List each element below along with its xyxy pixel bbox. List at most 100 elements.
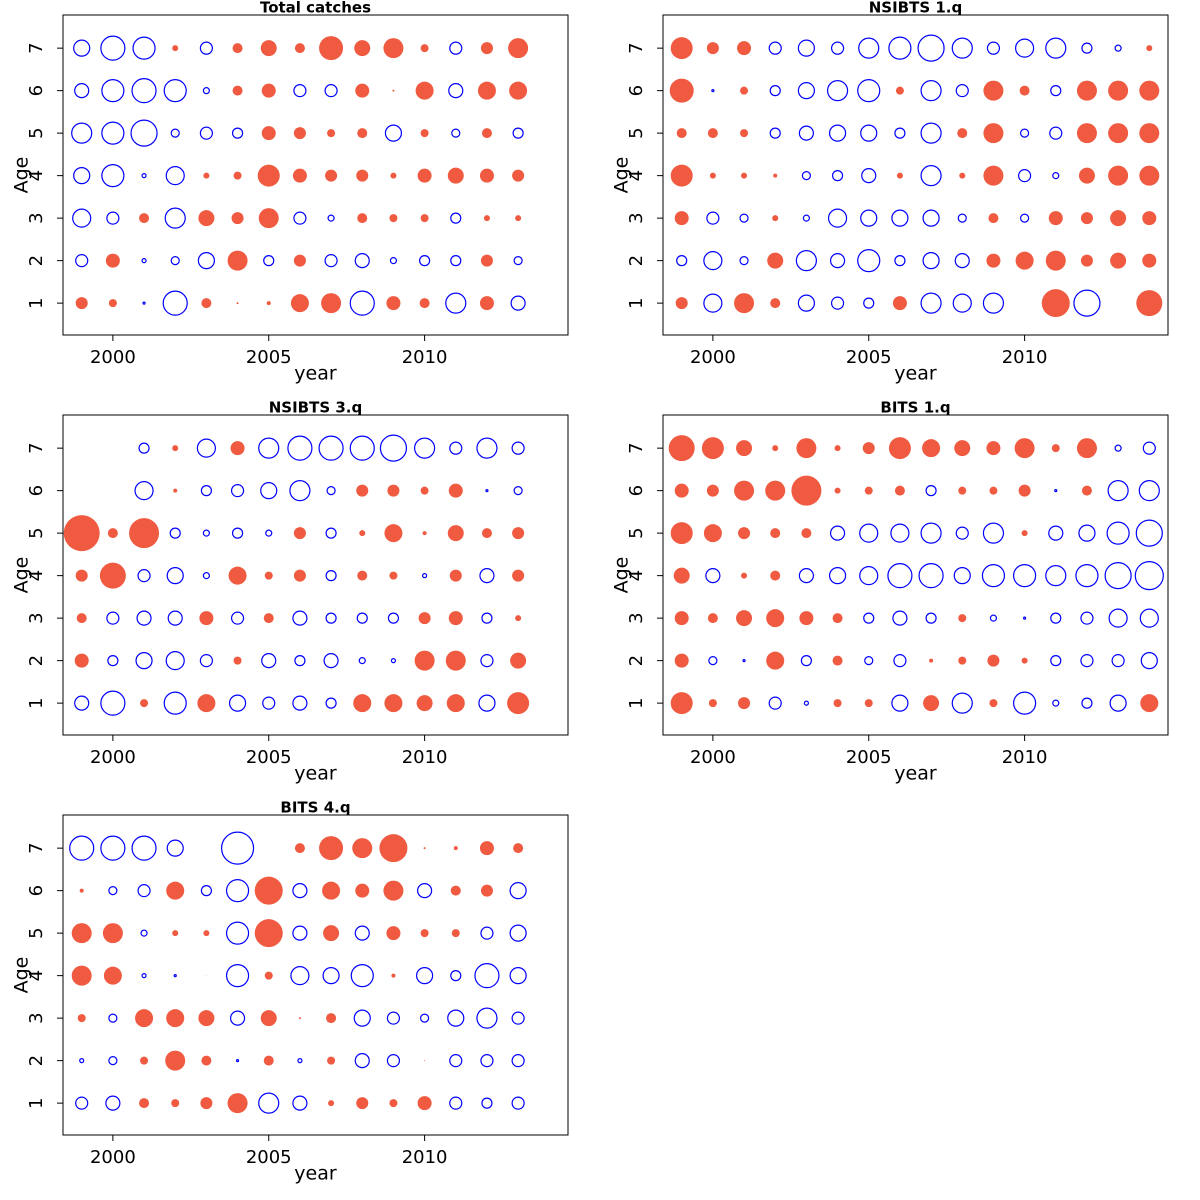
bubble [982, 522, 1005, 544]
bubble [137, 884, 151, 898]
bubble [202, 87, 210, 95]
bubble [225, 879, 250, 903]
bubble [1076, 123, 1097, 144]
bubble [508, 38, 529, 59]
bubble [220, 831, 255, 865]
bubble [925, 612, 937, 624]
bubble [958, 656, 967, 665]
bubble [890, 523, 910, 543]
x-tick-label: 2005 [846, 747, 892, 768]
bubble [290, 966, 310, 986]
bubble [1104, 562, 1132, 590]
bubble [230, 441, 245, 456]
y-tick-label: 1 [26, 297, 47, 308]
bubble [989, 486, 998, 495]
bubble [1107, 480, 1129, 502]
bubble [797, 82, 815, 100]
bubble [129, 518, 160, 549]
bubble [676, 255, 688, 267]
bubble [322, 967, 340, 985]
bubble [142, 301, 146, 305]
bubble [958, 486, 967, 495]
bubble [1108, 80, 1129, 101]
bubble [293, 254, 306, 267]
bubble [198, 210, 215, 227]
bubble [1013, 691, 1037, 715]
bubble [1114, 444, 1122, 452]
bubble [796, 438, 817, 459]
bubble [891, 694, 909, 712]
bubble [199, 611, 214, 626]
y-tick-label: 3 [26, 212, 47, 223]
bubble [100, 35, 126, 61]
bubble [797, 294, 815, 312]
bubble [1073, 289, 1101, 317]
bubble [420, 44, 429, 53]
x-tick-label: 2000 [90, 747, 136, 768]
bubble [225, 964, 250, 988]
bubble [1020, 128, 1030, 138]
bubble [1080, 654, 1094, 668]
x-tick-label: 2005 [246, 747, 292, 768]
bubble [1045, 250, 1066, 271]
bubble [232, 85, 243, 96]
bubble [263, 613, 274, 624]
bubble [384, 124, 403, 142]
bubble [100, 690, 126, 716]
bubble [383, 880, 404, 901]
bubble [257, 164, 280, 187]
bubble [922, 209, 940, 227]
bubble [199, 126, 213, 140]
y-tick-label: 6 [626, 485, 647, 496]
bubble [668, 435, 695, 462]
bubble [827, 208, 848, 228]
bubble [391, 973, 396, 978]
bubble [294, 843, 305, 854]
bubble [449, 569, 462, 582]
x-axis-label: year [294, 763, 337, 785]
bubble [390, 658, 397, 664]
bubble [1018, 169, 1032, 183]
bubble [480, 1054, 494, 1068]
bubble [73, 167, 91, 185]
y-tick-label: 5 [26, 127, 47, 138]
bubble [670, 164, 693, 187]
bubble [705, 568, 721, 584]
bubble [1081, 485, 1092, 496]
y-tick-label: 1 [26, 697, 47, 708]
bubble [988, 213, 999, 224]
y-tick-label: 5 [26, 927, 47, 938]
panel-title: Total catches [260, 0, 371, 17]
bubble [857, 79, 881, 103]
y-axis-label: Age [11, 157, 33, 194]
bubble [706, 211, 720, 225]
bubble [711, 89, 715, 93]
bubble [227, 250, 248, 271]
bubble [323, 653, 339, 669]
bubble [894, 127, 906, 139]
bubble [231, 212, 244, 225]
bubble [703, 524, 722, 543]
bubble [951, 692, 973, 714]
bubble [349, 290, 375, 316]
y-axis-label: Age [611, 557, 633, 594]
bubble [136, 610, 152, 626]
bubble [417, 1096, 432, 1111]
bubble [1014, 438, 1035, 459]
bubble [231, 127, 244, 139]
x-axis-label: year [894, 363, 937, 385]
x-tick-label: 2010 [1002, 747, 1048, 768]
bubble [292, 695, 308, 711]
bubble [420, 129, 429, 138]
bubble [892, 296, 907, 311]
bubble [1081, 697, 1093, 709]
bubble [734, 480, 755, 501]
bubble [860, 209, 878, 227]
bubble [509, 882, 527, 900]
y-axis-label: Age [11, 957, 33, 994]
plot-frame [62, 14, 569, 336]
bubble [920, 165, 942, 187]
bubble [101, 79, 125, 103]
bubble [734, 293, 755, 314]
